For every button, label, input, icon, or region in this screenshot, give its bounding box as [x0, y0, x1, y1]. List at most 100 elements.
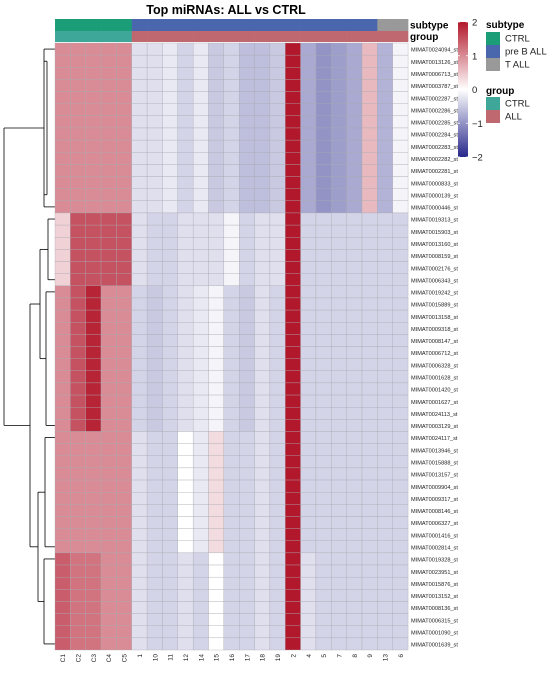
heatmap-cell — [285, 103, 301, 117]
heatmap-cell — [70, 589, 86, 602]
column-label: 15 — [214, 654, 221, 662]
heatmap-cell — [392, 79, 409, 92]
heatmap-cell — [146, 589, 163, 602]
heatmap-cell — [223, 79, 240, 92]
group-annotation-cell — [208, 31, 225, 42]
heatmap-cell — [100, 625, 117, 639]
heatmap-cell — [254, 273, 271, 286]
heatmap-cell — [361, 67, 378, 80]
heatmap-cell — [146, 297, 163, 311]
heatmap-cell — [346, 334, 363, 347]
row-label: MIMAT0008136_st — [411, 606, 458, 612]
heatmap-cell — [146, 455, 163, 469]
row-label: MIMAT0009904_st — [411, 485, 458, 491]
heatmap-cell — [285, 358, 301, 371]
heatmap-cell — [331, 237, 347, 250]
heatmap-cell — [54, 613, 71, 626]
heatmap-cell — [208, 176, 225, 189]
heatmap-cell — [223, 164, 240, 177]
heatmap-cell — [254, 115, 271, 129]
heatmap-cell — [162, 224, 178, 238]
heatmap-cell — [254, 285, 271, 299]
heatmap-cell — [100, 589, 117, 602]
column-label: 11 — [168, 654, 175, 661]
heatmap-cell — [377, 370, 393, 384]
heatmap-cell — [315, 42, 332, 56]
heatmap-cell — [192, 443, 209, 456]
heatmap-cell — [361, 564, 378, 578]
group-annotation-cell — [285, 31, 301, 42]
heatmap-cell — [162, 103, 178, 117]
heatmap-cell — [239, 334, 255, 347]
heatmap-cell — [162, 127, 178, 141]
heatmap-cell — [223, 504, 240, 517]
heatmap-cell — [223, 188, 240, 201]
heatmap-cell — [131, 431, 148, 444]
heatmap-cell — [131, 576, 148, 590]
heatmap-cell — [162, 200, 178, 214]
group-annotation-cell — [392, 31, 409, 42]
heatmap-cell — [131, 516, 148, 529]
heatmap-cell — [223, 297, 240, 311]
heatmap-cell — [315, 297, 332, 311]
heatmap-cell — [346, 152, 363, 165]
heatmap-cell — [346, 54, 363, 68]
heatmap-cell — [269, 382, 286, 396]
heatmap-cell — [192, 249, 209, 262]
heatmap-cell — [100, 91, 117, 104]
heatmap-cell — [54, 139, 71, 153]
heatmap-cell — [392, 212, 409, 226]
heatmap-cell — [70, 455, 86, 469]
heatmap-cell — [300, 152, 317, 165]
heatmap-cell — [223, 237, 240, 250]
heatmap-cell — [162, 455, 178, 469]
heatmap-cell — [239, 625, 255, 639]
heatmap-cell — [392, 492, 409, 505]
heatmap-cell — [331, 188, 347, 201]
heatmap-cell — [131, 625, 148, 639]
heatmap-cell — [315, 637, 332, 651]
heatmap-cell — [361, 297, 378, 311]
row-label: MIMAT0015903_st — [411, 230, 458, 236]
heatmap-cell — [192, 285, 209, 299]
heatmap-cell — [361, 576, 378, 590]
heatmap-cell — [116, 540, 132, 554]
heatmap-cell — [269, 589, 286, 602]
heatmap-cell — [269, 91, 286, 104]
heatmap-cell — [54, 285, 71, 299]
heatmap-cell — [269, 188, 286, 201]
heatmap-cell — [377, 139, 393, 153]
heatmap-cell — [377, 455, 393, 469]
heatmap-cell — [70, 152, 86, 165]
heatmap-cell — [377, 382, 393, 396]
heatmap-cell — [100, 273, 117, 286]
heatmap-cell — [177, 613, 194, 626]
row-label: MIMAT0013946_st — [411, 448, 458, 454]
subtype-annotation-cell — [300, 19, 317, 31]
heatmap-cell — [131, 419, 148, 432]
heatmap-cell — [300, 625, 317, 639]
subtype-annotation-cell — [239, 19, 255, 31]
heatmap-cell — [192, 103, 209, 117]
heatmap-cell — [346, 139, 363, 153]
group-annotation-cell — [55, 31, 71, 42]
heatmap-cell — [131, 237, 148, 250]
heatmap-cell — [285, 528, 301, 541]
heatmap-cell — [377, 334, 393, 347]
heatmap-cell — [131, 297, 148, 311]
heatmap-cell — [223, 127, 240, 141]
heatmap-cell — [208, 528, 225, 541]
heatmap-cell — [146, 407, 163, 420]
heatmap-cell — [239, 164, 255, 177]
heatmap-cell — [131, 455, 148, 469]
heatmap-cell — [192, 467, 209, 481]
heatmap-cell — [177, 297, 194, 311]
heatmap-cell — [208, 273, 225, 286]
heatmap-cell — [331, 589, 347, 602]
heatmap-cell — [392, 528, 409, 541]
heatmap-cell — [146, 552, 163, 566]
heatmap-cell — [331, 455, 347, 469]
heatmap-cell — [392, 164, 409, 177]
heatmap-cell — [315, 334, 332, 347]
heatmap-cell — [239, 346, 255, 359]
